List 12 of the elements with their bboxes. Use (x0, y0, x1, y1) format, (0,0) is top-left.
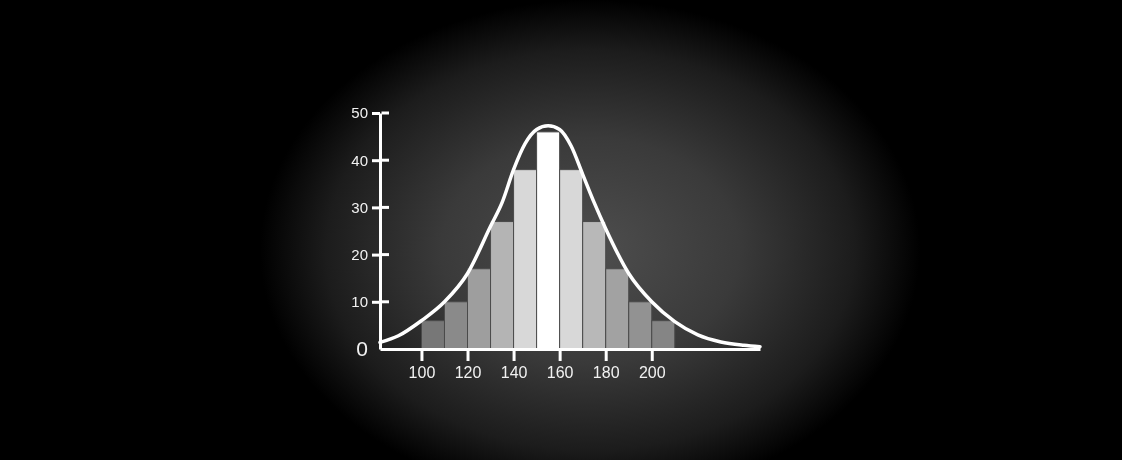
y-tick-label: 30 (351, 198, 368, 216)
y-tick-label: 40 (351, 151, 368, 169)
x-tick-label: 180 (592, 364, 620, 382)
x-tick-label: 120 (454, 364, 482, 382)
y-tick-label: 10 (351, 293, 368, 311)
x-tick-label: 100 (408, 364, 436, 382)
y-tick-label: 20 (351, 245, 368, 263)
y-tick-label: 0 (356, 337, 368, 361)
y-tick-label: 50 (351, 104, 368, 122)
x-tick-label: 140 (500, 364, 528, 382)
x-tick-label: 200 (638, 364, 666, 382)
x-tick-label: 160 (546, 364, 574, 382)
